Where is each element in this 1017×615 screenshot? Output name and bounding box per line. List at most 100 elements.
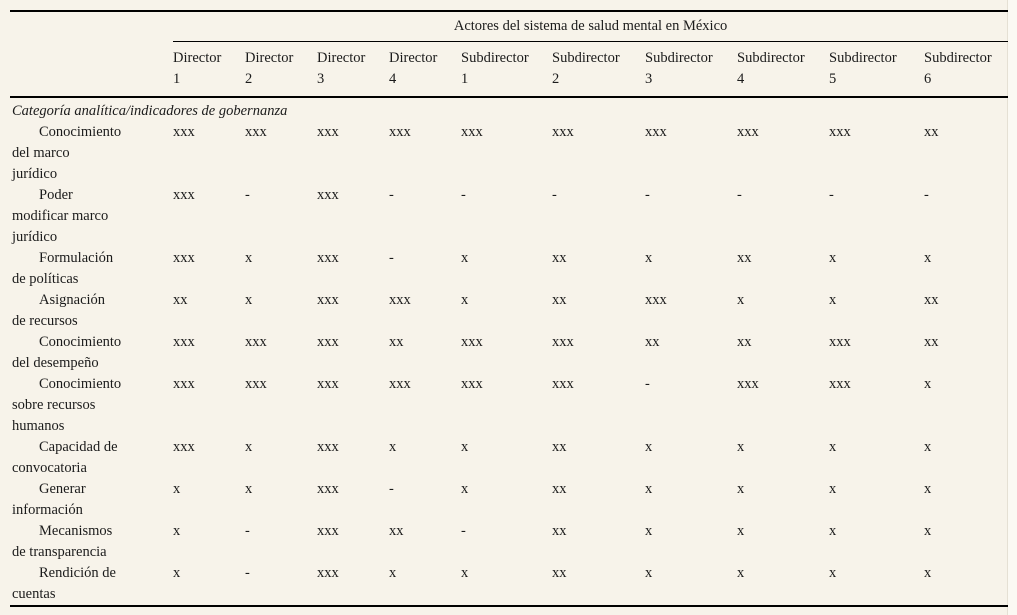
column-header-number: 2	[552, 71, 560, 87]
column-header-number: 5	[829, 71, 837, 87]
value-cell: x	[829, 565, 837, 581]
value-cell: xxx	[461, 334, 483, 350]
column-header-director-1: Director 1	[173, 41, 245, 98]
row-label-line: humanos	[12, 418, 65, 434]
value-cell: xxx	[317, 481, 339, 497]
value-cell: xx	[552, 565, 567, 581]
value-cell: x	[461, 439, 469, 455]
value-cell: x	[829, 250, 837, 266]
value-cell: x	[645, 250, 653, 266]
value-cell: xxx	[317, 334, 339, 350]
corner-empty-cell	[10, 11, 173, 42]
column-header-number: 3	[317, 71, 325, 87]
value-cell: x	[173, 565, 181, 581]
row-label: Conocimiento del marco jurídico	[10, 122, 173, 185]
column-header-number: 4	[389, 71, 397, 87]
row-label-line: jurídico	[12, 229, 58, 245]
value-cell: xxx	[552, 124, 574, 140]
value-cell: x	[245, 250, 253, 266]
column-header-title: Director	[173, 50, 222, 66]
value-cell: x	[173, 481, 181, 497]
value-cell: xx	[552, 481, 567, 497]
value-cell: xxx	[737, 124, 759, 140]
value-cell: xxx	[829, 376, 851, 392]
category-row-label: Categoría analítica/indicadores de gober…	[12, 103, 288, 119]
value-cell: xxx	[829, 124, 851, 140]
column-header-subdirector-5: Subdirector 5	[829, 41, 924, 98]
table-row: Mecanismos de transparencia x - xxx xx - xx x x x x	[10, 521, 1008, 563]
table-row: Poder modificar marco jurídico xxx - xxx - - - - -…	[10, 185, 1008, 248]
row-label: Poder modificar marco jurídico	[10, 185, 173, 248]
value-cell: xxx	[245, 124, 267, 140]
value-cell: xx	[924, 124, 939, 140]
value-cell: xxx	[645, 124, 667, 140]
row-label-line: cuentas	[12, 586, 56, 602]
value-cell: x	[461, 565, 469, 581]
row-label-line-first: Poder	[39, 187, 73, 203]
value-cell: xxx	[317, 439, 339, 455]
spanning-header-row: Actores del sistema de salud mental en M…	[10, 11, 1009, 42]
table-row: Asignación de recursos xx x xxx xxx x xx xxx x x xx	[10, 290, 1008, 332]
value-cell: x	[829, 481, 837, 497]
column-header-number: 1	[173, 71, 181, 87]
row-label: Asignación de recursos	[10, 290, 173, 332]
value-cell: xxx	[389, 376, 411, 392]
value-cell: xx	[737, 334, 752, 350]
row-label-line: modificar marco	[12, 208, 109, 224]
value-cell: xx	[552, 250, 567, 266]
value-cell: xx	[924, 334, 939, 350]
category-row: Categoría analítica/indicadores de gober…	[10, 97, 1008, 122]
column-header-director-2: Director 2	[245, 41, 317, 98]
value-cell: x	[461, 292, 469, 308]
value-cell: xxx	[552, 376, 574, 392]
value-cell: xxx	[389, 124, 411, 140]
value-cell: x	[924, 250, 932, 266]
value-cell: -	[829, 187, 834, 203]
table-row: Conocimiento del desempeño xxx xxx xxx xx xxx x…	[10, 332, 1008, 374]
value-cell: xxx	[245, 334, 267, 350]
value-cell: -	[924, 187, 929, 203]
row-label: Mecanismos de transparencia	[10, 521, 173, 563]
value-cell: xxx	[245, 376, 267, 392]
value-cell: x	[737, 481, 745, 497]
value-cell: x	[829, 292, 837, 308]
row-label-line-first: Asignación	[39, 292, 106, 308]
row-label: Formulación de políticas	[10, 248, 173, 290]
value-cell: xx	[552, 292, 567, 308]
row-label-line: del desempeño	[12, 355, 99, 371]
row-label-line: sobre recursos	[12, 397, 96, 413]
column-header-row: Director 1 Director 2 Director 3 Director 4 Subd…	[10, 41, 1009, 98]
value-cell: x	[461, 250, 469, 266]
value-cell: x	[645, 565, 653, 581]
value-cell: x	[245, 481, 253, 497]
column-header-title: Subdirector	[461, 50, 529, 66]
column-header-number: 1	[461, 71, 469, 87]
value-cell: xxx	[317, 376, 339, 392]
column-header-subdirector-4: Subdirector 4	[737, 41, 829, 98]
row-label: Generar información	[10, 479, 173, 521]
value-cell: xxx	[317, 124, 339, 140]
value-cell: x	[389, 439, 397, 455]
row-label-line: de políticas	[12, 271, 79, 287]
row-label-line-first: Rendición de	[39, 565, 116, 581]
column-header-title: Subdirector	[924, 50, 992, 66]
value-cell: x	[389, 565, 397, 581]
row-label: Conocimiento del desempeño	[10, 332, 173, 374]
column-header-title: Director	[389, 50, 438, 66]
column-header-title: Subdirector	[737, 50, 805, 66]
governance-table: Actores del sistema de salud mental en M…	[10, 10, 1009, 607]
value-cell: x	[924, 481, 932, 497]
row-label-line: de transparencia	[12, 544, 107, 560]
table-spanning-header: Actores del sistema de salud mental en M…	[173, 11, 1009, 42]
value-cell: x	[829, 523, 837, 539]
value-cell: -	[389, 481, 394, 497]
value-cell: x	[645, 439, 653, 455]
value-cell: xxx	[461, 376, 483, 392]
row-label-line-first: Conocimiento	[39, 376, 122, 392]
table-row: Conocimiento del marco jurídico xxx xxx xxx xx…	[10, 122, 1008, 185]
value-cell: -	[737, 187, 742, 203]
row-label-line-first: Generar	[39, 481, 86, 497]
row-label: Rendición de cuentas	[10, 563, 173, 606]
value-cell: -	[461, 187, 466, 203]
